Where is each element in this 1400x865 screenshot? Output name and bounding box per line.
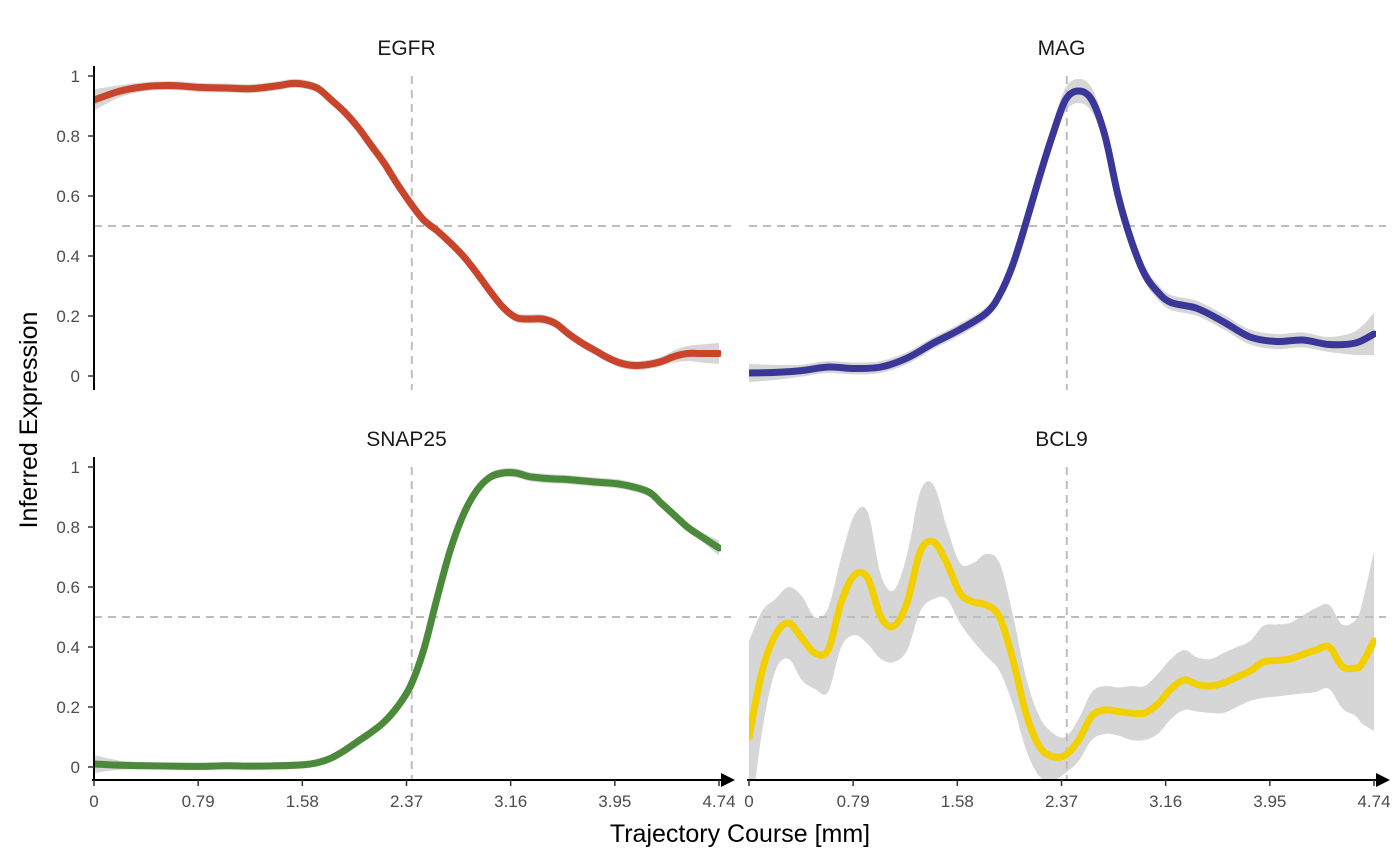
x-tick-label: 4.74 bbox=[702, 792, 735, 811]
x-axis-arrow bbox=[1376, 773, 1390, 787]
series-line bbox=[94, 468, 721, 770]
x-tick-label: 2.37 bbox=[1045, 792, 1078, 811]
y-tick-label: 0.6 bbox=[56, 187, 80, 206]
panel-egfr: EGFR 0 0.2 0.4 0.6 0.8 1 bbox=[56, 37, 731, 390]
panel-snap25: SNAP25 0 0.2 0.4 0.6 0.8 1 0 0.79 1.58 2.37 3.16 3.9… bbox=[56, 428, 735, 811]
x-tick-label: 3.16 bbox=[1149, 792, 1182, 811]
confidence-band bbox=[94, 467, 719, 773]
panel-mag: MAG bbox=[749, 37, 1386, 390]
y-tick-label: 0.4 bbox=[56, 247, 80, 266]
y-tick-label: 0.8 bbox=[56, 127, 80, 146]
y-tick-label: 0 bbox=[71, 367, 80, 386]
y-tick-label: 0.8 bbox=[56, 518, 80, 537]
x-tick-label: 1.58 bbox=[286, 792, 319, 811]
y-axis-title: Inferred Expression bbox=[15, 312, 43, 529]
panel-title: SNAP25 bbox=[366, 428, 447, 451]
y-tick-label: 0 bbox=[71, 758, 80, 777]
x-tick-label: 0.79 bbox=[837, 792, 870, 811]
x-tick-label: 3.16 bbox=[494, 792, 527, 811]
x-axis-title: Trajectory Course [mm] bbox=[610, 820, 870, 848]
y-tick-label: 1 bbox=[71, 67, 80, 86]
x-tick-label: 0 bbox=[89, 792, 98, 811]
x-tick-label: 2.37 bbox=[390, 792, 423, 811]
x-tick-label: 3.95 bbox=[598, 792, 631, 811]
series-line bbox=[94, 79, 721, 370]
y-tick-label: 0.2 bbox=[56, 307, 80, 326]
panel-title: EGFR bbox=[377, 37, 435, 60]
x-axis-arrow bbox=[721, 773, 735, 787]
series-line bbox=[749, 537, 1376, 761]
x-tick-label: 4.74 bbox=[1357, 792, 1390, 811]
confidence-band bbox=[749, 481, 1374, 780]
panel-title: MAG bbox=[1038, 37, 1086, 60]
x-tick-label: 1.58 bbox=[941, 792, 974, 811]
panels-group: EGFR 0 0.2 0.4 0.6 0.8 1 MAG SNAP25 0 0.2 0.4 0.6 0.8… bbox=[56, 37, 1390, 811]
panel-title: BCL9 bbox=[1035, 428, 1088, 451]
x-tick-label: 0.79 bbox=[182, 792, 215, 811]
series-line bbox=[749, 87, 1376, 377]
confidence-band bbox=[749, 79, 1374, 382]
x-tick-label: 3.95 bbox=[1253, 792, 1286, 811]
y-tick-label: 0.6 bbox=[56, 578, 80, 597]
panel-bcl9: BCL9 0 0.79 1.58 2.37 3.16 3.95 4.74 bbox=[744, 428, 1390, 811]
x-tick-label: 0 bbox=[744, 792, 753, 811]
confidence-band bbox=[94, 78, 719, 371]
y-tick-label: 1 bbox=[71, 458, 80, 477]
y-tick-label: 0.4 bbox=[56, 638, 80, 657]
y-tick-label: 0.2 bbox=[56, 698, 80, 717]
